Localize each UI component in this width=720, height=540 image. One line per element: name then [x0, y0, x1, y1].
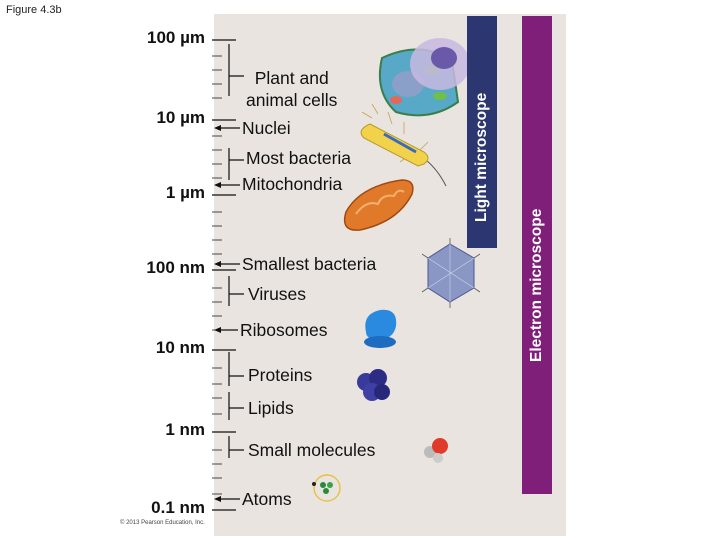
ribosome-illustration [364, 309, 397, 348]
scale-label-1um: 1 µm [165, 183, 205, 202]
label-viruses: Viruses [248, 284, 307, 304]
protein-illustration [357, 369, 390, 401]
virus-illustration [421, 238, 481, 308]
label-most-bacteria: Most bacteria [246, 148, 352, 168]
label-lipids: Lipids [248, 398, 294, 418]
light-microscope-label: Light microscope [473, 92, 490, 222]
label-nuclei: Nuclei [242, 118, 291, 138]
label-proteins: Proteins [248, 365, 313, 385]
animal-cell-illustration [410, 38, 470, 90]
label-mitochondria: Mitochondria [242, 174, 343, 194]
label-small-molecules: Small molecules [248, 440, 376, 460]
label-plant-animal-cells: Plant and animal cells [246, 68, 338, 110]
label-atoms: Atoms [242, 489, 292, 509]
figure-label: Figure 4.3b [6, 4, 62, 16]
light-microscope-bar: Light microscope [467, 16, 497, 248]
scale-label-100nm: 100 nm [146, 258, 205, 277]
scale-label-1nm: 1 nm [165, 420, 205, 439]
electron-microscope-bar: Electron microscope [522, 16, 552, 494]
electron-microscope-label: Electron microscope [528, 208, 545, 362]
scale-label-100um: 100 µm [147, 28, 205, 47]
bacterium-illustration [360, 103, 447, 187]
atom-illustration [312, 474, 341, 502]
mitochondrion-illustration [343, 179, 414, 231]
scale-label-10nm: 10 nm [155, 338, 205, 357]
label-ribosomes: Ribosomes [240, 320, 328, 340]
scale-label-01nm: 0.1 nm [151, 498, 205, 517]
small-molecule-illustration [424, 438, 448, 463]
copyright-text: © 2013 Pearson Education, Inc. [120, 520, 205, 526]
label-smallest-bacteria: Smallest bacteria [242, 254, 377, 274]
scale-label-10um: 10 µm [156, 108, 205, 127]
